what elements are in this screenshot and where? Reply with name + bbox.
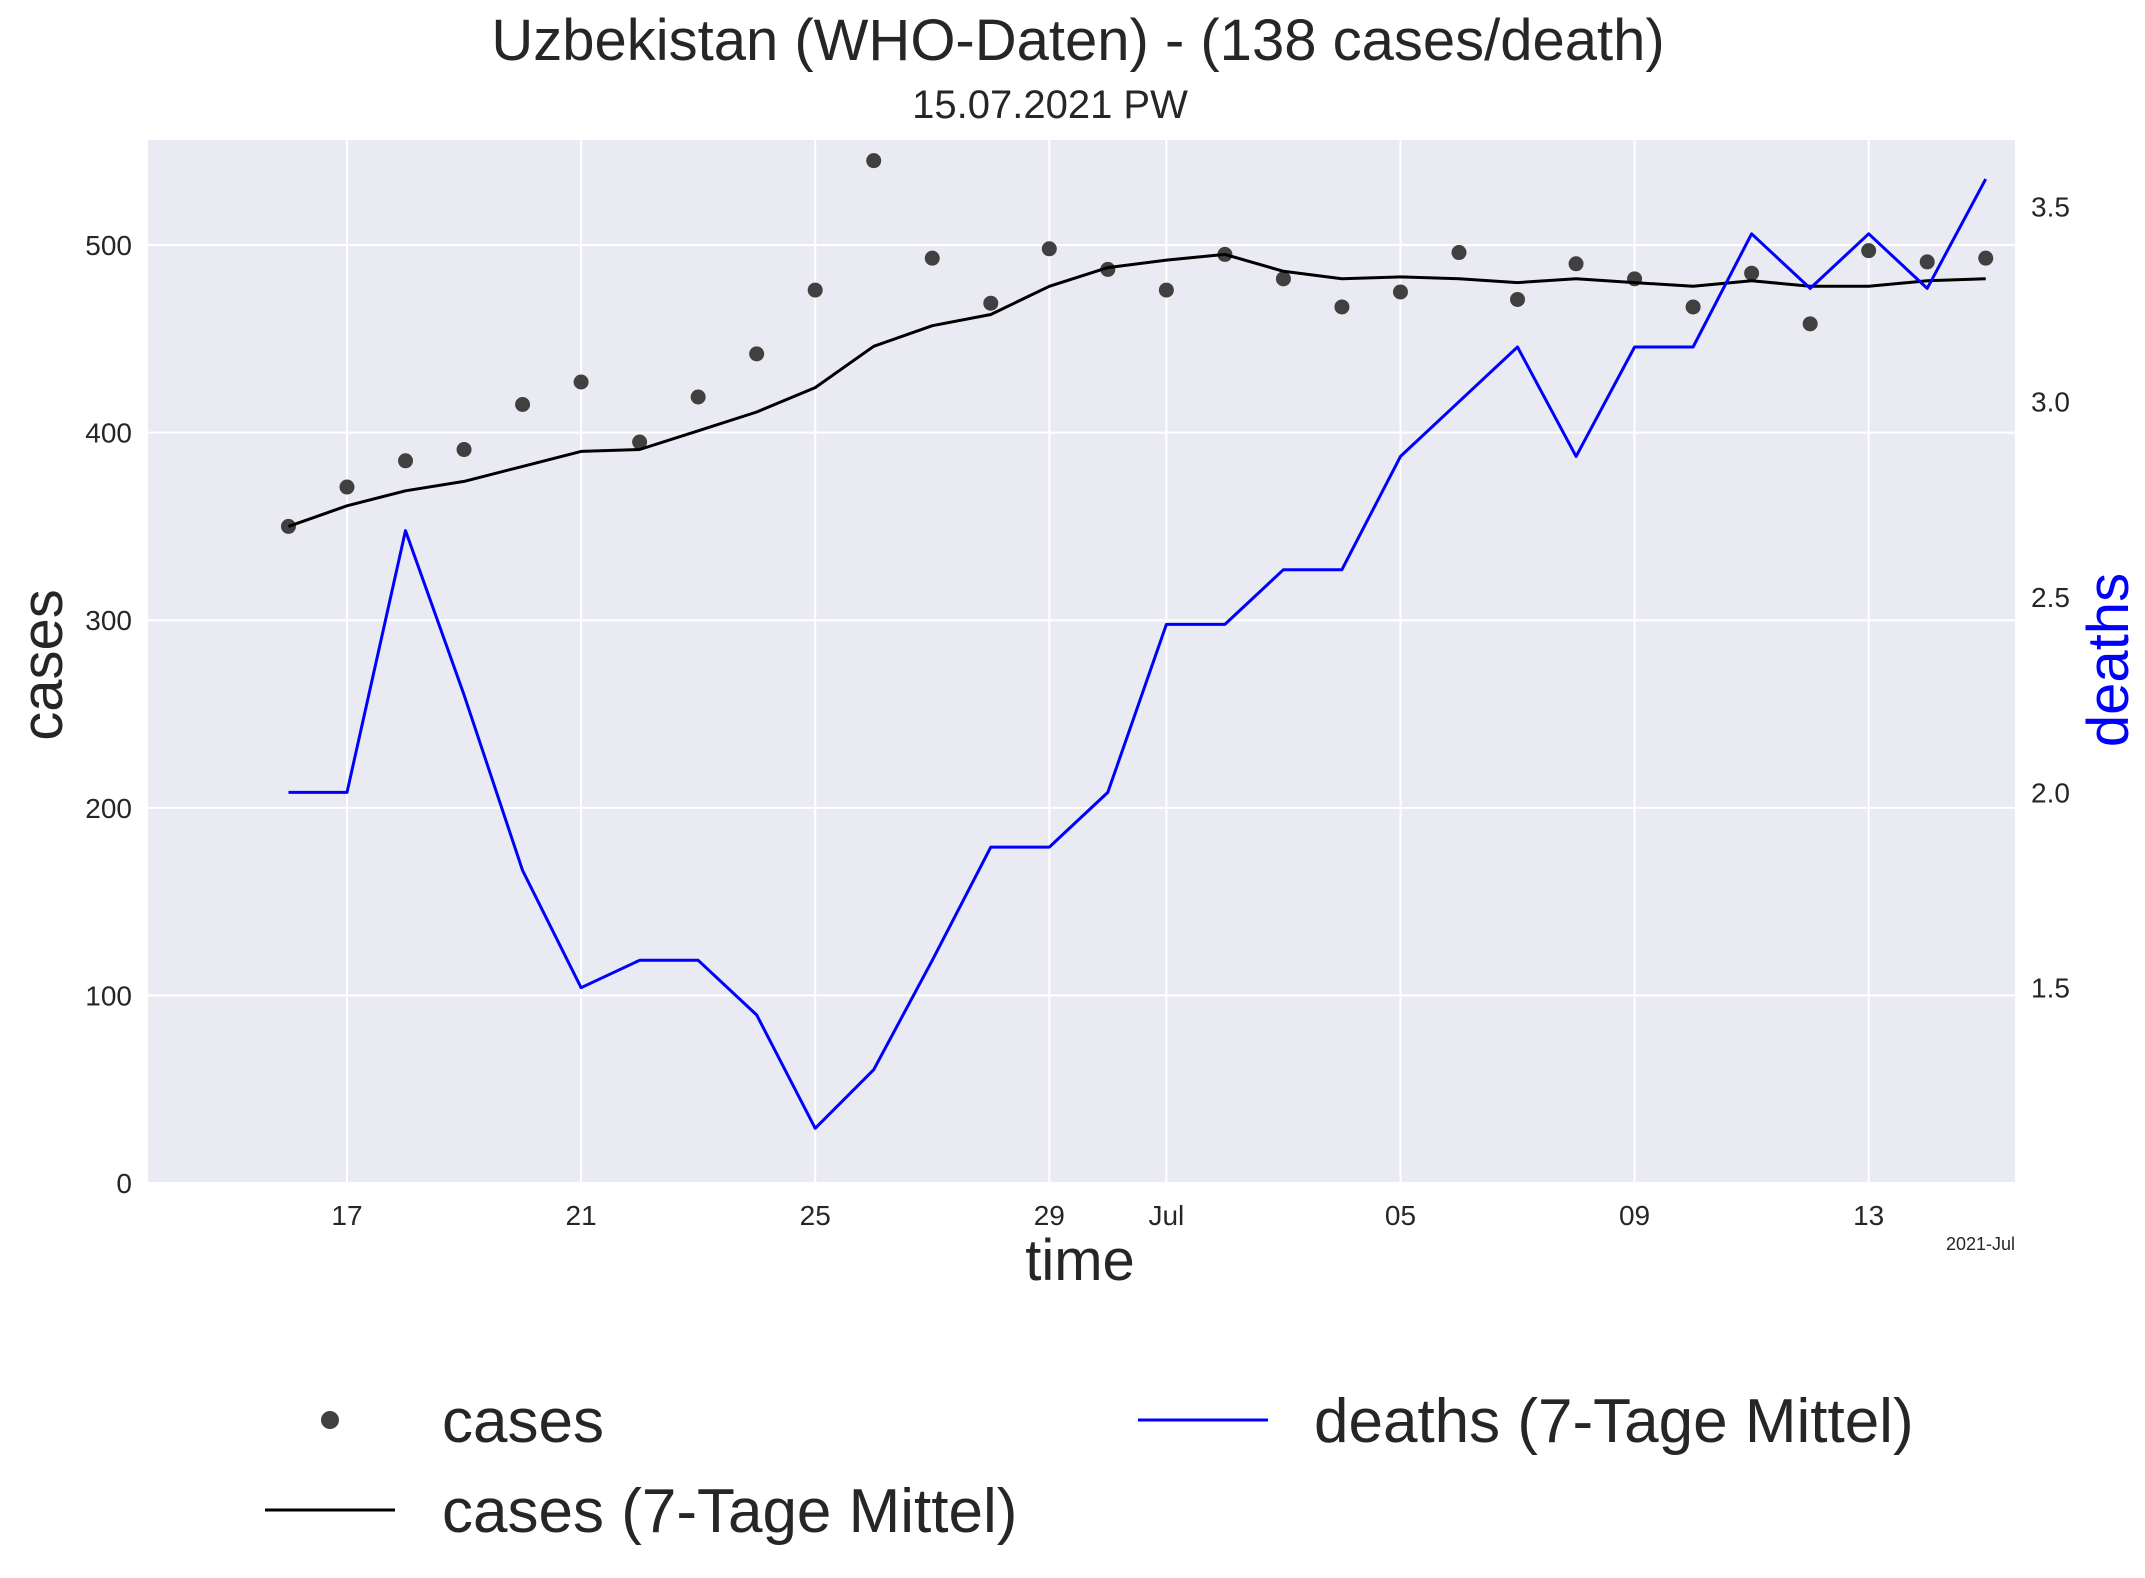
cases-point [1744, 265, 1760, 281]
x-tick-label: 09 [1619, 1200, 1650, 1231]
x-tick-label: Jul [1148, 1200, 1184, 1231]
cases-point [1510, 291, 1526, 307]
cases-point [749, 346, 765, 362]
cases-point [1802, 316, 1818, 332]
cases-point [1275, 271, 1291, 287]
plot-area [148, 140, 2015, 1183]
y-tick-label: 100 [85, 980, 132, 1011]
y-tick-label: 500 [85, 230, 132, 261]
cases-point [280, 518, 296, 534]
legend-label-cases: cases [442, 1387, 604, 1456]
cases-point [1451, 245, 1467, 261]
cases-point [1919, 254, 1935, 270]
x-tick-label: 29 [1034, 1200, 1065, 1231]
cases-point [515, 397, 531, 413]
legend: cases cases (7-Tage Mittel) deaths (7-Ta… [265, 1387, 1914, 1546]
cases-point [339, 479, 355, 495]
cases-point [983, 295, 999, 311]
cases-point [398, 453, 414, 469]
cases-point [1568, 256, 1584, 272]
cases-point [456, 442, 472, 458]
grid [148, 140, 2015, 1184]
cases-point [1158, 282, 1174, 298]
legend-label-deaths-avg: deaths (7-Tage Mittel) [1314, 1387, 1914, 1456]
y2-tick-label: 2.5 [2031, 582, 2070, 613]
y-tick-label: 200 [85, 793, 132, 824]
y2-tick-label: 2.0 [2031, 777, 2070, 808]
cases-point [1392, 284, 1408, 300]
y-tick-label: 300 [85, 605, 132, 636]
y-tick-label: 0 [116, 1168, 132, 1199]
y2-tick-label: 1.5 [2031, 973, 2070, 1004]
cases-avg-line [288, 252, 1986, 528]
y2-axis-label: deaths [2076, 573, 2141, 747]
x-tick-label: 05 [1385, 1200, 1416, 1231]
x-tick-label: 13 [1853, 1200, 1884, 1231]
x-axis-ticks: 17 21 25 29 Jul 05 09 13 [331, 1200, 1884, 1231]
cases-point [1861, 243, 1877, 259]
chart-subtitle: 15.07.2021 PW [912, 83, 1188, 127]
y2-tick-label: 3.0 [2031, 387, 2070, 418]
x-tick-label: 25 [800, 1200, 831, 1231]
series-layer [280, 153, 1994, 1130]
x-tick-label: 17 [331, 1200, 362, 1231]
y-tick-label: 400 [85, 418, 132, 449]
y2-axis-ticks: 1.5 2.0 2.5 3.0 3.5 [2031, 191, 2070, 1003]
y-axis-ticks: 0 100 200 300 400 500 [85, 230, 132, 1199]
cases-point [690, 389, 706, 405]
y-axis-label: cases [10, 589, 75, 741]
legend-label-cases-avg: cases (7-Tage Mittel) [442, 1477, 1017, 1546]
x-tick-label: 21 [566, 1200, 597, 1231]
cases-point [924, 250, 940, 266]
x-axis-label: time [1025, 1228, 1135, 1293]
cases-point [807, 282, 823, 298]
cases-point [1334, 299, 1350, 315]
cases-point [1685, 299, 1701, 315]
cases-point [1041, 241, 1057, 257]
chart-title: Uzbekistan (WHO-Daten) - (138 cases/deat… [491, 8, 1664, 73]
cases-point [1978, 250, 1994, 266]
cases-point [573, 374, 589, 390]
deaths-avg-line [288, 178, 1988, 1130]
legend-cases-marker [321, 1411, 339, 1429]
x-offset-label: 2021-Jul [1946, 1234, 2015, 1254]
cases-point [866, 153, 882, 169]
y2-tick-label: 3.5 [2031, 191, 2070, 222]
cases-point [632, 434, 648, 450]
